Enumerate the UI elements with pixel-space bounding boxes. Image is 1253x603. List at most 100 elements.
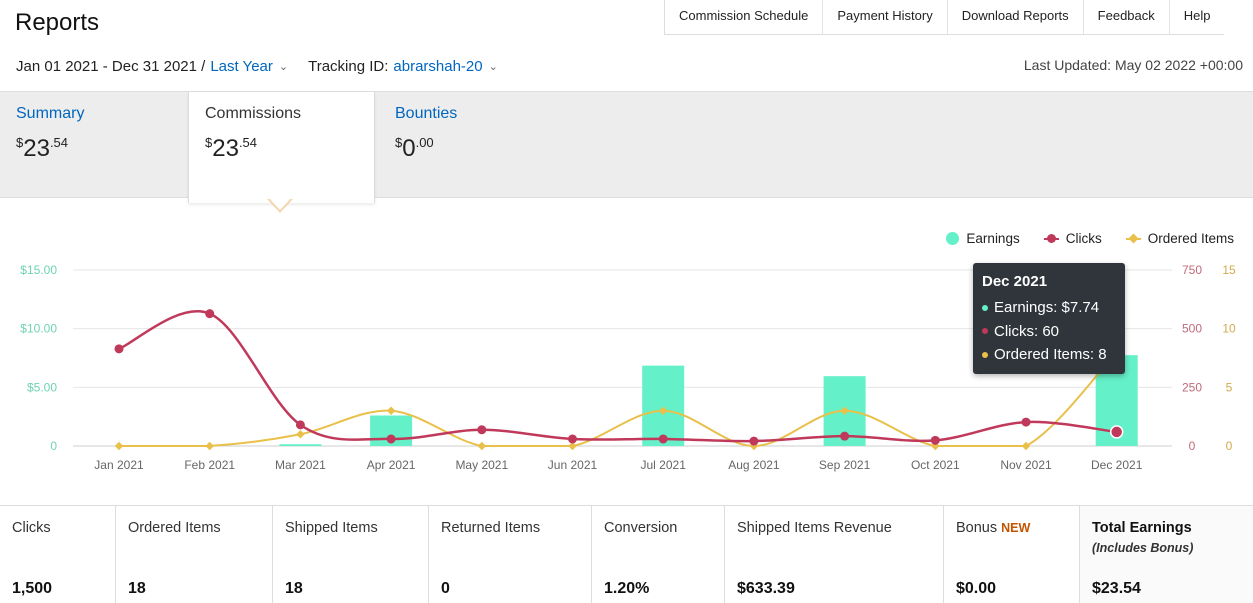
stat-ordered-items: Ordered Items 18	[116, 506, 273, 603]
date-range-text: Jan 01 2021 - Dec 31 2021 /	[16, 58, 206, 75]
tab-label: Summary	[16, 105, 85, 122]
stat-conversion: Conversion 1.20%	[592, 506, 725, 603]
legend-earnings-swatch	[946, 232, 960, 245]
nav-download-reports[interactable]: Download Reports	[948, 0, 1084, 34]
stat-value: 18	[285, 580, 303, 597]
y-right-clicks-tick-label: 500	[1182, 322, 1202, 336]
point-clicks	[568, 434, 577, 444]
legend-ordered-items-swatch	[1125, 237, 1141, 240]
tab-amount: $0.00	[395, 135, 434, 162]
page-title: Reports	[15, 9, 100, 36]
tooltip-row-earnings: Earnings: $7.74	[982, 296, 1116, 320]
last-updated: Last Updated: May 02 2022 +00:00	[1023, 57, 1243, 73]
y-left-tick-label: $5.00	[27, 380, 57, 394]
stat-value: $0.00	[956, 580, 997, 597]
y-left-tick-label: $10.00	[20, 322, 57, 336]
x-tick-label: Mar 2021	[275, 458, 326, 472]
nav-feedback[interactable]: Feedback	[1084, 0, 1170, 34]
stat-subtitle: (Includes Bonus)	[1092, 541, 1194, 555]
legend-ordered-items[interactable]: Ordered Items	[1125, 231, 1234, 246]
stat-shipped-items: Shipped Items 18	[273, 506, 429, 603]
x-tick-label: Dec 2021	[1091, 458, 1143, 472]
x-tick-label: Nov 2021	[1000, 458, 1052, 472]
x-tick-label: May 2021	[455, 458, 508, 472]
new-badge: NEW	[1001, 521, 1031, 535]
report-tabs: Summary $23.54 Commissions $23.54 Bounti…	[0, 91, 1253, 203]
point-ordered-items	[296, 430, 305, 439]
x-tick-label: Aug 2021	[728, 458, 780, 472]
y-right-clicks-tick-label: 750	[1182, 263, 1202, 277]
nav-commission-schedule[interactable]: Commission Schedule	[665, 0, 824, 34]
active-tab-pointer	[267, 198, 293, 213]
stat-returned-items: Returned Items 0	[429, 506, 592, 603]
stat-value: 1.20%	[604, 580, 650, 597]
x-tick-label: Jul 2021	[641, 458, 687, 472]
point-ordered-items	[386, 406, 396, 416]
tracking-id-label: Tracking ID:	[308, 58, 389, 75]
y-right-items-tick-label: 10	[1222, 322, 1236, 336]
chart-tooltip: Dec 2021 Earnings: $7.74 Clicks: 60 Orde…	[973, 263, 1125, 374]
y-right-items-tick-label: 5	[1226, 380, 1233, 394]
stat-shipped-items-revenue: Shipped Items Revenue $633.39	[725, 506, 944, 603]
stat-clicks: Clicks 1,500	[0, 506, 116, 603]
tab-label: Bounties	[395, 105, 458, 122]
top-nav: Commission Schedule Payment History Down…	[664, 0, 1224, 35]
nav-payment-history[interactable]: Payment History	[823, 0, 948, 34]
point-clicks	[386, 434, 396, 444]
tooltip-title: Dec 2021	[982, 273, 1048, 290]
point-ordered-items	[568, 441, 577, 451]
tab-amount: $23.54	[205, 135, 258, 162]
point-clicks	[1109, 425, 1124, 439]
x-tick-label: Feb 2021	[184, 458, 235, 472]
point-clicks	[114, 344, 124, 354]
legend-clicks[interactable]: Clicks	[1043, 231, 1102, 246]
point-clicks	[658, 434, 668, 444]
legend-earnings[interactable]: Earnings	[946, 231, 1020, 246]
y-left-tick-label: $15.00	[20, 263, 57, 277]
period-dropdown[interactable]: Last Year	[210, 58, 273, 75]
point-ordered-items	[477, 441, 487, 451]
tracking-id-dropdown[interactable]: abrarshah-20	[393, 58, 483, 75]
y-right-items-tick-label: 0	[1226, 439, 1233, 453]
point-clicks	[840, 431, 850, 441]
stat-value: $633.39	[737, 580, 795, 597]
stat-bonus: Bonus NEW $0.00	[944, 506, 1080, 603]
tooltip-row-ordered-items: Ordered Items: 8	[982, 343, 1116, 367]
point-ordered-items	[1021, 441, 1031, 451]
filter-bar: Jan 01 2021 - Dec 31 2021 / Last Year ⌄ …	[16, 58, 518, 75]
tab-amount: $23.54	[16, 135, 69, 162]
bar-earnings	[279, 444, 322, 446]
legend-clicks-swatch	[1043, 233, 1059, 243]
point-clicks	[295, 420, 305, 430]
x-tick-label: Jun 2021	[548, 458, 598, 472]
chevron-down-icon[interactable]: ⌄	[488, 61, 498, 73]
y-right-items-tick-label: 15	[1222, 263, 1236, 277]
chevron-down-icon[interactable]: ⌄	[278, 61, 289, 73]
point-clicks	[749, 436, 759, 446]
chart-legend: Earnings Clicks Ordered Items	[922, 231, 1234, 246]
line-clicks	[118, 310, 1117, 443]
y-right-clicks-tick-label: 0	[1189, 439, 1196, 453]
nav-help[interactable]: Help	[1183, 8, 1211, 23]
y-left-tick-label: 0	[50, 439, 57, 453]
x-tick-label: Jan 2021	[94, 458, 144, 472]
tab-bounties[interactable]: Bounties $0.00	[379, 92, 579, 199]
tab-commissions[interactable]: Commissions $23.54	[188, 92, 375, 203]
point-clicks	[1021, 417, 1031, 427]
stat-value: $23.54	[1092, 580, 1141, 597]
tab-label: Commissions	[205, 105, 302, 122]
stat-value: 1,500	[12, 580, 53, 597]
x-tick-label: Sep 2021	[819, 458, 871, 472]
point-clicks	[477, 425, 487, 435]
point-clicks	[930, 435, 940, 445]
stats-row: Clicks 1,500 Ordered Items 18 Shipped It…	[0, 505, 1253, 603]
tab-summary[interactable]: Summary $23.54	[0, 92, 188, 199]
line-ordered-items	[119, 351, 1118, 448]
stat-total-earnings: Total Earnings (Includes Bonus) $23.54	[1080, 506, 1253, 603]
x-tick-label: Oct 2021	[911, 458, 960, 472]
tooltip-row-clicks: Clicks: 60	[982, 320, 1116, 344]
x-tick-label: Apr 2021	[367, 458, 416, 472]
point-clicks	[205, 309, 215, 319]
stat-value: 0	[441, 580, 450, 597]
